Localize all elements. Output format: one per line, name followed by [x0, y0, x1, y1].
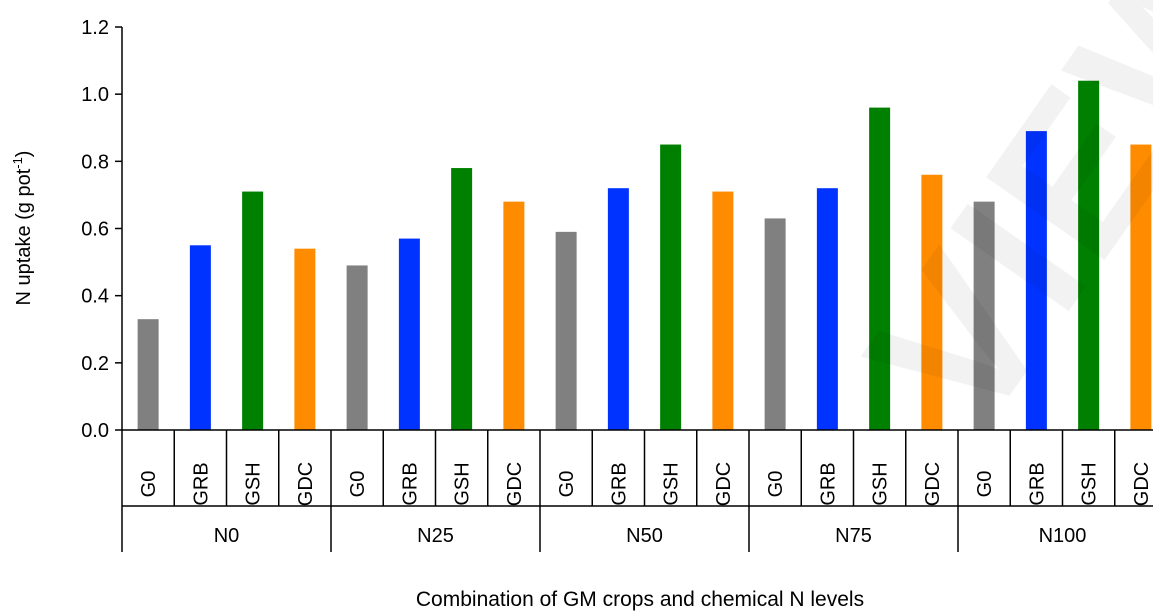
x-category-label: G0: [347, 471, 369, 498]
bar-n25-gsh: [451, 168, 473, 431]
bar-n50-grb: [607, 188, 629, 430]
bar-n0-grb: [189, 245, 211, 430]
x-category-label: GDC: [1131, 462, 1153, 506]
y-axis-title: N uptake (g pot-1): [10, 151, 35, 306]
x-category-label: G0: [765, 471, 787, 498]
bar-n100-grb: [1025, 131, 1047, 430]
x-category-label: GDC: [295, 462, 317, 506]
y-tick-label: 1.0: [81, 84, 109, 106]
bar-n25-gdc: [503, 201, 525, 430]
x-category-label: GRB: [190, 462, 212, 505]
x-category-label: GDC: [504, 462, 526, 506]
x-category-label: GDC: [713, 462, 735, 506]
x-category-label: GSH: [661, 462, 683, 505]
x-category-label: GDC: [922, 462, 944, 506]
y-tick-label: 0.8: [81, 151, 109, 173]
y-tick-label: 0.6: [81, 219, 109, 241]
x-category-label: GSH: [1079, 462, 1101, 505]
bar-n25-g0: [346, 265, 368, 430]
x-group-label: N0: [214, 525, 240, 547]
x-category-label: GSH: [452, 462, 474, 505]
x-category-label: GRB: [399, 462, 421, 505]
y-axis-title-close: ): [13, 151, 35, 158]
x-category-label: GRB: [1026, 462, 1048, 505]
y-tick-label: 0.4: [81, 286, 109, 308]
y-axis-title-sup: -1: [10, 157, 25, 169]
bar-n50-gdc: [712, 191, 734, 430]
x-group-label: N50: [626, 525, 663, 547]
x-category-label: G0: [138, 471, 160, 498]
bar-n50-g0: [555, 231, 577, 430]
bar-n0-gsh: [242, 191, 264, 430]
x-axis: G0 GRB GSH GDC N0 G0 GRB GSH GDC N25 G0 GRB GSH GDC N5…: [121, 429, 1153, 552]
y-axis: 0.0 0.2 0.4 0.6 0.8 1.0 1.2 N uptake (g pot-1): [10, 17, 123, 442]
x-category-label: GRB: [817, 462, 839, 505]
bar-n0-gdc: [294, 248, 316, 430]
x-category-label: GSH: [870, 462, 892, 505]
x-category-label: G0: [556, 471, 578, 498]
bar-n75-gdc: [921, 174, 943, 430]
x-axis-title: Combination of GM crops and chemical N l…: [416, 588, 864, 611]
y-tick-label: 0.2: [81, 353, 109, 375]
bar-n75-g0: [764, 218, 786, 430]
x-category-label: G0: [974, 471, 996, 498]
x-group-label: N75: [835, 525, 872, 547]
x-group-label: N100: [1039, 525, 1087, 547]
x-category-label: GRB: [608, 462, 630, 505]
bar-n25-grb: [398, 238, 420, 430]
bar-n100-gsh: [1078, 80, 1100, 430]
y-tick-label: 0.0: [81, 420, 109, 442]
bar-n75-grb: [816, 188, 838, 430]
bar-n50-gsh: [660, 144, 682, 430]
y-axis-title-main: N uptake (g pot: [13, 168, 35, 305]
bar-n75-gsh: [869, 107, 891, 430]
bars: [137, 80, 1152, 431]
bar-n100-gdc: [1130, 144, 1152, 430]
x-group-label: N25: [417, 525, 454, 547]
bar-n100-g0: [973, 201, 995, 430]
bar-n0-g0: [137, 319, 159, 430]
x-category-label: GSH: [243, 462, 265, 505]
y-tick-label: 1.2: [81, 17, 109, 39]
